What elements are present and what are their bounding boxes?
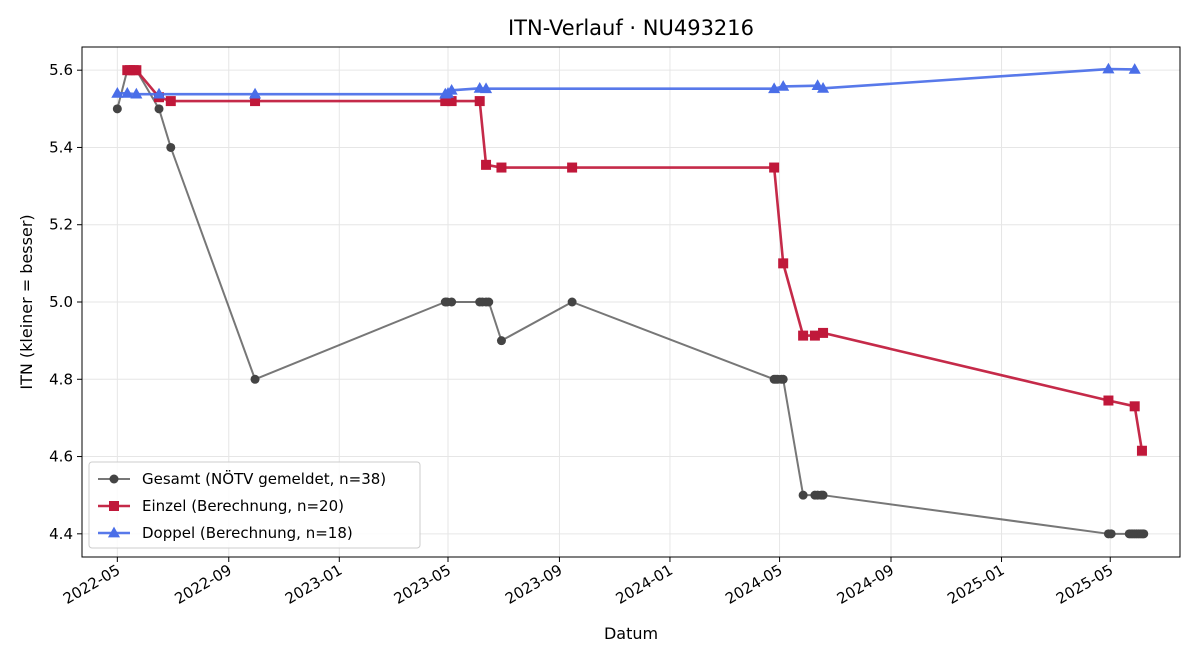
y-tick-label: 5.2 [49, 216, 73, 234]
data-point [131, 65, 142, 76]
data-point [484, 297, 494, 307]
y-tick-label: 4.8 [49, 370, 73, 388]
legend-box [88, 461, 421, 549]
data-point [121, 87, 134, 98]
data-point [1128, 63, 1141, 74]
grid [82, 47, 1180, 557]
data-point [111, 87, 124, 98]
data-point [1139, 529, 1149, 539]
data-point [250, 374, 260, 384]
data-point [809, 330, 820, 341]
series-triangle [111, 62, 1141, 99]
legend-label: Gesamt (NÖTV gemeldet, n=38) [142, 469, 386, 488]
data-point [165, 96, 176, 107]
data-point [769, 162, 780, 173]
y-tick-label: 5.6 [49, 61, 73, 79]
legend-label: Einzel (Berechnung, n=20) [142, 497, 344, 515]
x-axis-label: Datum [604, 624, 658, 643]
data-point [567, 297, 577, 307]
legend-marker [109, 474, 119, 484]
data-point [479, 82, 493, 94]
y-tick-label: 4.4 [49, 525, 73, 543]
data-point [777, 80, 790, 91]
data-point [446, 96, 457, 107]
data-point [798, 330, 809, 341]
data-point [778, 258, 789, 269]
data-point [250, 96, 261, 107]
data-point [798, 490, 808, 500]
data-point [481, 159, 492, 170]
data-point [1136, 445, 1147, 456]
chart-title: ITN-Verlauf · NU493216 [508, 16, 754, 40]
data-point [778, 374, 788, 384]
data-point [1102, 62, 1115, 74]
legend-label: Doppel (Berechnung, n=18) [142, 524, 353, 542]
data-point [440, 96, 451, 107]
data-point [1103, 395, 1114, 406]
data-point [130, 87, 143, 99]
data-point [152, 87, 166, 99]
legend-marker [109, 501, 119, 511]
y-tick-label: 5.0 [49, 293, 73, 311]
data-point [496, 336, 506, 346]
series-layer [111, 62, 1149, 539]
data-point [818, 327, 829, 338]
data-point [248, 87, 262, 99]
data-point [474, 96, 485, 107]
data-point [112, 104, 122, 114]
legend-marker [107, 526, 121, 538]
data-point [1106, 529, 1116, 539]
y-tick-label: 4.6 [49, 448, 73, 466]
data-point [496, 162, 507, 173]
data-point [445, 83, 458, 95]
data-point [567, 162, 578, 173]
data-point [447, 297, 457, 307]
data-point [1129, 401, 1140, 412]
data-point [166, 142, 176, 152]
data-point [154, 104, 164, 114]
data-point [818, 490, 828, 500]
y-tick-label: 5.4 [49, 138, 73, 156]
data-point [768, 82, 781, 94]
data-point [817, 82, 830, 93]
y-axis-label: ITN (kleiner = besser) [17, 214, 36, 389]
legend: Gesamt (NÖTV gemeldet, n=38) Einzel (Bere… [88, 461, 421, 549]
